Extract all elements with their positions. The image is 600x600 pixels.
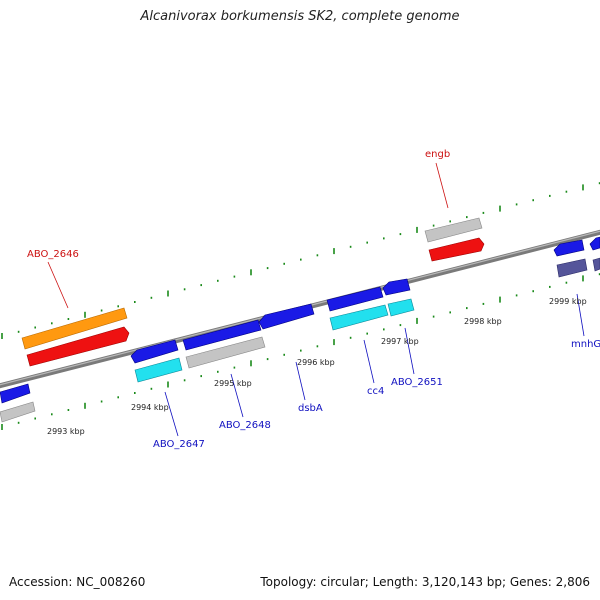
gene-engb-red[interactable] [428, 237, 485, 262]
gene-label-abo-2647[interactable]: ABO_2647 [153, 439, 205, 450]
label-leader-lines [47, 162, 585, 437]
tick-labels: 2993 kbp 2994 kbp 2995 kbp 2996 kbp 2997… [47, 297, 587, 436]
leader-cc4 [363, 339, 375, 384]
gene-abo-2647-blue[interactable] [130, 339, 179, 364]
inner-dotted-ruler [1, 273, 600, 430]
gene-label-abo-2651[interactable]: ABO_2651 [391, 377, 443, 388]
gene-engb-gray[interactable] [424, 217, 483, 243]
gene-right-blue[interactable] [589, 236, 600, 251]
gene-left-blue[interactable] [0, 383, 31, 404]
gene-cc4-cyan[interactable] [329, 304, 389, 331]
gene-abo-2648-gray[interactable] [185, 336, 266, 369]
tick-label-2997: 2997 kbp [381, 337, 419, 346]
gene-label-cc4[interactable]: cc4 [367, 386, 384, 397]
gene-abo-2648-blue[interactable] [182, 319, 262, 351]
gene-right-slate[interactable] [592, 257, 600, 272]
gene-label-dsba[interactable]: dsbA [298, 403, 323, 414]
accession-text: Accession: NC_008260 [9, 575, 146, 589]
map-title: Alcanivorax borkumensis SK2, complete ge… [140, 9, 460, 24]
tick-label-2994: 2994 kbp [131, 403, 169, 412]
gene-dsba-blue[interactable] [258, 303, 315, 330]
gene-cc4-blue[interactable] [326, 286, 384, 312]
tick-label-2995: 2995 kbp [214, 379, 252, 388]
leader-abo-2651 [404, 327, 415, 375]
gene-label-engb[interactable]: engb [425, 149, 450, 160]
leader-mnhg [576, 293, 585, 337]
forward-genes [21, 217, 485, 367]
gene-left-gray[interactable] [0, 401, 36, 423]
tick-label-2993: 2993 kbp [47, 427, 85, 436]
leader-abo-2647 [164, 391, 179, 437]
gene-labels: ABO_2646 engb ABO_2647 ABO_2648 dsbA cc4… [27, 149, 600, 450]
leader-abo-2646 [47, 261, 69, 309]
gene-abo-2647-cyan[interactable] [134, 357, 183, 383]
gene-abo-2646-red[interactable] [26, 326, 130, 367]
gene-mnhg-blue[interactable] [553, 239, 585, 257]
tick-label-2999: 2999 kbp [549, 297, 587, 306]
gene-label-mnhg[interactable]: mnhG [571, 339, 600, 350]
topology-text: Topology: circular; Length: 3,120,143 bp… [260, 575, 590, 589]
tick-label-2998: 2998 kbp [464, 317, 502, 326]
gene-abo-2651-blue[interactable] [382, 278, 411, 296]
gene-label-abo-2648[interactable]: ABO_2648 [219, 420, 271, 431]
gene-label-abo-2646[interactable]: ABO_2646 [27, 249, 79, 260]
reverse-genes [0, 236, 600, 423]
gene-mnhg-slate[interactable] [556, 258, 588, 278]
leader-engb [435, 162, 449, 209]
tick-label-2996: 2996 kbp [297, 358, 335, 367]
gene-abo-2651-cyan[interactable] [387, 298, 415, 317]
gene-abo-2646-orange[interactable] [21, 307, 128, 350]
leader-abo-2648 [230, 373, 244, 418]
leader-dsba [295, 361, 306, 401]
